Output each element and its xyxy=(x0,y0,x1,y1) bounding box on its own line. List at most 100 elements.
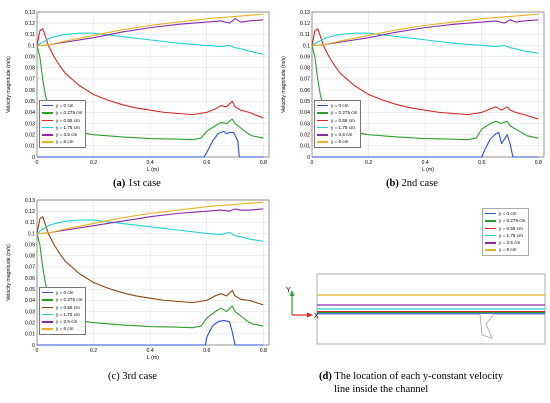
y-tick-label: 0.1 xyxy=(303,43,310,49)
caption-d: (d) The location of each y-constant velo… xyxy=(319,370,549,396)
y-tick-label: 0.08 xyxy=(25,66,35,72)
legend-swatch xyxy=(485,220,496,222)
series-line-2 xyxy=(36,216,264,306)
x-axis-label: L (m) xyxy=(422,167,434,173)
y-tick-label: 0.06 xyxy=(25,276,35,282)
legend-swatch xyxy=(42,306,53,308)
y-tick-label: 0.03 xyxy=(25,121,35,127)
y-tick-label: 0.03 xyxy=(300,121,310,127)
channel-legend: y = 0 cm y = 0.275 cm y = 0.55 cm y = 1.… xyxy=(482,208,530,256)
legend-swatch xyxy=(485,227,496,229)
y-tick-label: 0.08 xyxy=(25,254,35,260)
legend-item: y = 6 cm xyxy=(42,325,82,332)
y-tick-label: 0 xyxy=(32,155,35,161)
legend-label: y = 1.75 cm xyxy=(499,232,523,238)
chart-c-svg: 0 0.01 0.02 0.03 0.04 0.05 0.06 0.07 0.08 0.09 0.1… xyxy=(6,198,270,361)
legend-label: y = 0.275 cm xyxy=(331,110,358,116)
y-tick-label: 0.04 xyxy=(300,110,310,116)
caption-text: 1st case xyxy=(127,178,161,189)
series-line-2 xyxy=(36,28,264,119)
x-tick-label: 0.6 xyxy=(203,348,210,354)
caption-c: (c) 3rd case xyxy=(108,370,157,383)
y-tick-label: 0.02 xyxy=(300,132,310,138)
channel-diagram-panel: y = 0 cm y = 0.275 cm y = 0.55 cm y = 1.… xyxy=(275,188,550,403)
legend-label: y = 1.75 cm xyxy=(56,124,80,130)
x-tick-label: 0.8 xyxy=(535,160,542,166)
legend-item: y = 6 cm xyxy=(42,138,82,145)
caption-text: The location of each y-constant velocity xyxy=(334,371,504,382)
legend-label: y = 0.275 cm xyxy=(56,110,83,116)
x-tick-label: 0.4 xyxy=(422,160,429,166)
y-tick-label: 0.01 xyxy=(25,144,35,150)
y-tick-label: 0.13 xyxy=(25,198,35,204)
legend-label: y = 6 cm xyxy=(56,139,74,145)
y-tick-label: 0.1 xyxy=(28,43,35,49)
series-line-3 xyxy=(36,219,264,242)
y-tick-label: 0.06 xyxy=(300,88,310,94)
channel-obstacle xyxy=(479,313,495,339)
legend-item: y = 0.275 cm xyxy=(42,296,82,303)
legend-label: y = 0.55 cm xyxy=(499,225,523,231)
y-tick-label: 0.09 xyxy=(25,242,35,248)
legend-label: y = 6 cm xyxy=(56,326,74,332)
legend-label: y = 0.55 cm xyxy=(56,117,80,123)
chart-panel-b: 0 0.01 0.02 0.03 0.04 0.05 0.06 0.07 0.08 0.09 0.1… xyxy=(275,0,550,189)
legend-item: y = 0.275 cm xyxy=(485,217,525,224)
y-tick-label: 0.02 xyxy=(25,320,35,326)
legend-item: y = 3.5 cm xyxy=(317,131,357,138)
y-tick-label: 0.11 xyxy=(25,32,35,38)
chart-a-svg: 0 0.01 0.02 0.03 0.04 0.05 0.06 0.07 0.08 0.09 0.1… xyxy=(6,10,270,173)
series-line-0 xyxy=(312,131,539,158)
caption-a: (a) 1st case xyxy=(113,177,161,190)
x-tick-label: 0.8 xyxy=(260,348,267,354)
legend-label: y = 6 cm xyxy=(331,139,349,145)
x-axis-label: L (m) xyxy=(147,167,159,173)
legend-swatch xyxy=(42,141,53,143)
legend-item: y = 0 cm xyxy=(317,102,357,109)
chart-a-legend: y = 0 cm y = 0.275 cm y = 0.55 cm y = 1.… xyxy=(39,100,87,148)
legend-swatch xyxy=(42,104,53,107)
series-line-0 xyxy=(37,319,264,346)
x-tick-label: 0.2 xyxy=(90,348,97,354)
y-axis-label: Velocity magnitude (m/s) xyxy=(281,56,287,113)
legend-swatch xyxy=(42,134,53,136)
x-tick-label: 0.6 xyxy=(203,160,210,166)
legend-swatch xyxy=(317,134,328,136)
legend-swatch xyxy=(317,112,328,114)
legend-item: y = 3.5 cm xyxy=(42,318,82,325)
legend-item: y = 0.55 cm xyxy=(42,304,82,311)
legend-item: y = 0.275 cm xyxy=(42,109,82,116)
legend-label: y = 0 cm xyxy=(499,211,517,216)
x-axis-arrowhead xyxy=(307,312,313,318)
caption-tag: (a) xyxy=(113,178,126,189)
legend-label: y = 0 cm xyxy=(56,290,74,295)
x-tick-label: 0.8 xyxy=(260,160,267,166)
legend-item: y = 0.55 cm xyxy=(42,117,82,124)
y-tick-label: 0.01 xyxy=(25,332,35,338)
legend-label: y = 0.275 cm xyxy=(56,297,83,303)
y-tick-label: 0.06 xyxy=(25,88,35,94)
legend-item: y = 1.75 cm xyxy=(485,232,525,239)
y-axis-label: Y xyxy=(286,287,291,294)
channel-diagram: Y X xyxy=(286,273,546,345)
series-line-5 xyxy=(37,13,264,47)
y-tick-label: 0.11 xyxy=(25,220,35,226)
legend-label: y = 3.5 cm xyxy=(499,240,521,246)
legend-item: y = 6 cm xyxy=(317,138,357,145)
x-tick-label: 0.2 xyxy=(90,160,97,166)
y-tick-label: 0.1 xyxy=(28,231,35,237)
y-tick-label: 0.07 xyxy=(300,77,310,83)
x-axis-label: X xyxy=(314,313,319,320)
legend-item: y = 0 cm xyxy=(485,210,525,217)
legend-swatch xyxy=(42,299,53,301)
y-tick-label: 0.12 xyxy=(300,21,310,27)
y-tick-label: 0.01 xyxy=(300,144,310,150)
legend-item: y = 0.55 cm xyxy=(317,117,357,124)
x-tick-label: 0 xyxy=(36,160,39,166)
y-tick-label: 0.09 xyxy=(25,54,35,60)
legend-label: y = 0.55 cm xyxy=(56,304,80,310)
y-axis-label: Velocity magnitude (m/s) xyxy=(6,56,12,113)
caption-d-line1: (d) The location of each y-constant velo… xyxy=(319,370,549,383)
y-tick-label: 0.13 xyxy=(25,10,35,16)
legend-item: y = 1.75 cm xyxy=(42,311,82,318)
